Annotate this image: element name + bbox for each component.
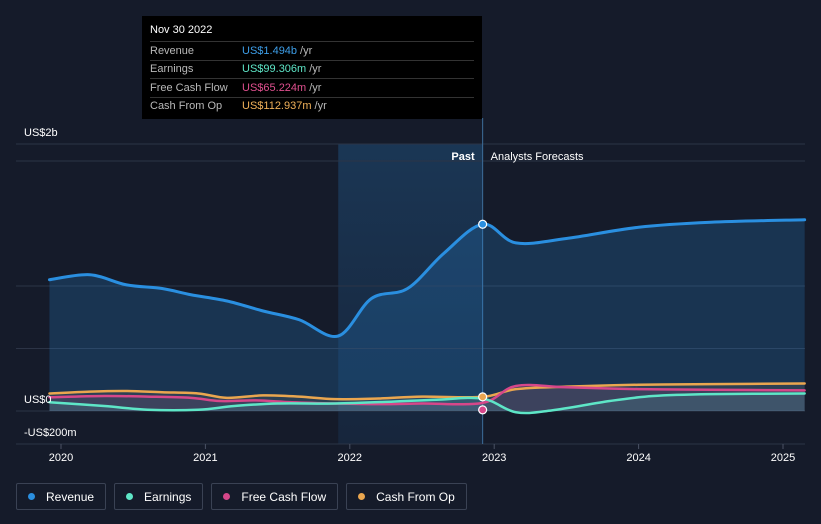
tooltip-row-cfo: Cash From Op US$112.937m /yr <box>150 96 474 116</box>
markers <box>478 219 488 415</box>
tooltip-label: Earnings <box>150 63 194 76</box>
tooltip-date: Nov 30 2022 <box>150 24 213 36</box>
tooltip-unit: /yr <box>309 63 322 76</box>
tooltip-unit: /yr <box>300 44 313 57</box>
legend-dot-icon <box>223 493 231 500</box>
tooltip-value: US$1.494b <box>242 44 298 57</box>
legend: Revenue Earnings Free Cash Flow Cash Fro… <box>16 483 467 510</box>
past-label: Past <box>451 151 475 163</box>
series-line-earnings <box>48 392 806 415</box>
legend-label: Free Cash Flow <box>241 489 327 504</box>
series-line-free-cash-flow <box>48 383 806 406</box>
x-tick-label: 2022 <box>338 452 362 464</box>
legend-label: Cash From Op <box>376 489 455 504</box>
series-line-cash-from-op <box>48 382 806 401</box>
legend-item-free-cash-flow[interactable]: Free Cash Flow <box>211 483 339 510</box>
tooltip-row-fcf: Free Cash Flow US$65.224m /yr <box>150 78 474 97</box>
x-axis: 2020 2021 2022 2023 2024 2025 <box>49 444 795 464</box>
x-tick-label: 2025 <box>771 452 795 464</box>
tooltip-value: US$99.306m <box>242 63 307 76</box>
legend-dot-icon <box>358 493 366 500</box>
legend-dot-icon <box>126 493 134 500</box>
legend-item-earnings[interactable]: Earnings <box>114 483 204 510</box>
past-highlight <box>338 144 483 444</box>
marker-cash-from-op <box>478 392 488 402</box>
x-tick-label: 2020 <box>49 452 73 464</box>
y-tick-label: US$0 <box>24 394 52 406</box>
legend-item-cash-from-op[interactable]: Cash From Op <box>346 483 467 510</box>
tooltip-label: Revenue <box>150 44 195 57</box>
legend-label: Earnings <box>144 489 192 504</box>
forecast-label: Analysts Forecasts <box>491 151 584 163</box>
tooltip: Nov 30 2022 Revenue US$1.494b /yr Earnin… <box>142 16 482 119</box>
tooltip-value: US$112.937m <box>242 100 312 113</box>
legend-dot-icon <box>28 493 35 500</box>
marker-revenue <box>478 219 488 229</box>
y-axis: US$2b US$0 -US$200m <box>24 127 77 439</box>
legend-item-revenue[interactable]: Revenue <box>16 483 107 510</box>
tooltip-row-revenue: Revenue US$1.494b /yr <box>150 41 474 60</box>
tooltip-row-earnings: Earnings US$99.306m /yr <box>150 59 474 79</box>
tooltip-unit: /yr <box>314 100 327 113</box>
legend-label: Revenue <box>46 489 95 504</box>
x-tick-label: 2021 <box>193 452 217 464</box>
y-tick-label: US$2b <box>24 127 58 139</box>
tooltip-unit: /yr <box>309 81 322 94</box>
x-tick-label: 2023 <box>482 452 506 464</box>
y-tick-label: -US$200m <box>24 427 77 439</box>
series-line-revenue <box>47 218 807 338</box>
tooltip-label: Free Cash Flow <box>150 81 228 94</box>
tooltip-label: Cash From Op <box>150 100 223 113</box>
tooltip-value: US$65.224m <box>242 81 307 94</box>
series-area-revenue <box>49 219 805 411</box>
series-lines <box>47 218 807 415</box>
marker-free-cash-flow <box>478 405 488 415</box>
x-tick-label: 2024 <box>626 452 650 464</box>
